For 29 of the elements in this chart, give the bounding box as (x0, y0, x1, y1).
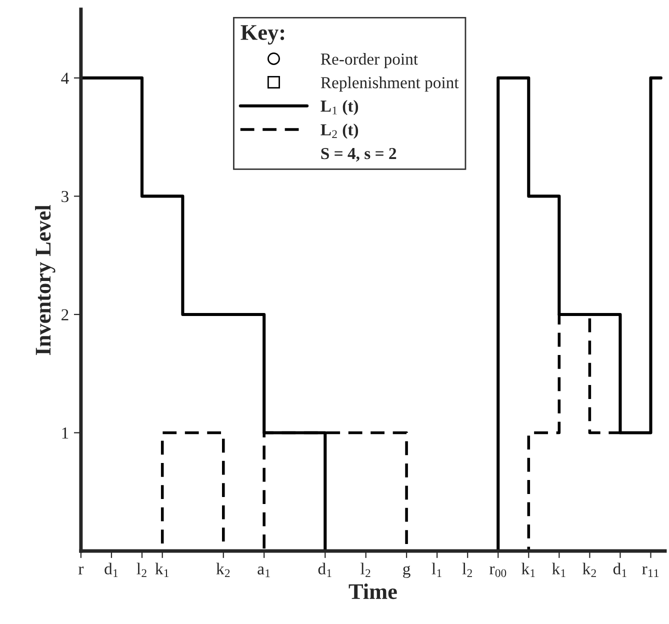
y-tick-label: 2 (62, 309, 68, 320)
x-tick-label: k$_{1}$ (155, 562, 169, 577)
x-tick-label: a$_{1}$ (258, 566, 270, 578)
x-tick-label: k$_{2}$ (582, 562, 596, 577)
x-tick-label: r (78, 566, 84, 574)
x-tick-label: l$_{1}$ (432, 562, 442, 577)
x-tick-label: r$_{11}$ (642, 566, 658, 577)
y-tick-label: 3 (62, 190, 68, 202)
x-tick-label: g (403, 566, 410, 578)
x-tick-label: d$_{1}$ (318, 562, 332, 577)
x-tick-label: d$_{1}$ (613, 562, 626, 577)
legend-title: Key: (240, 25, 284, 45)
x-tick-label: d$_{1}$ (104, 562, 118, 577)
y-tick-label: 1 (62, 428, 68, 439)
legend-label: Replenishment point (320, 76, 459, 92)
legend-label: L$_{1}$ (t) (320, 100, 358, 116)
legend-label: L$_{2}$ (t) (320, 124, 358, 139)
x-tick-label: l$_{2}$ (136, 562, 146, 577)
y-axis-title: Inventory Level (35, 204, 56, 356)
x-tick-label: k$_{1}$ (552, 562, 566, 577)
y-tick-label: 4 (61, 72, 69, 84)
x-tick-label: k$_{2}$ (216, 562, 230, 577)
x-tick-label: r$_{00}$ (490, 566, 506, 578)
x-tick-label: l$_{2}$ (462, 562, 472, 577)
x-tick-label: k$_{1}$ (522, 562, 535, 577)
annotation: S = 4, s = 2 (321, 148, 396, 162)
legend-label: Re-order point (320, 53, 418, 68)
x-tick-label: l$_{2}$ (360, 562, 370, 577)
x-axis-title: Time (348, 583, 397, 600)
